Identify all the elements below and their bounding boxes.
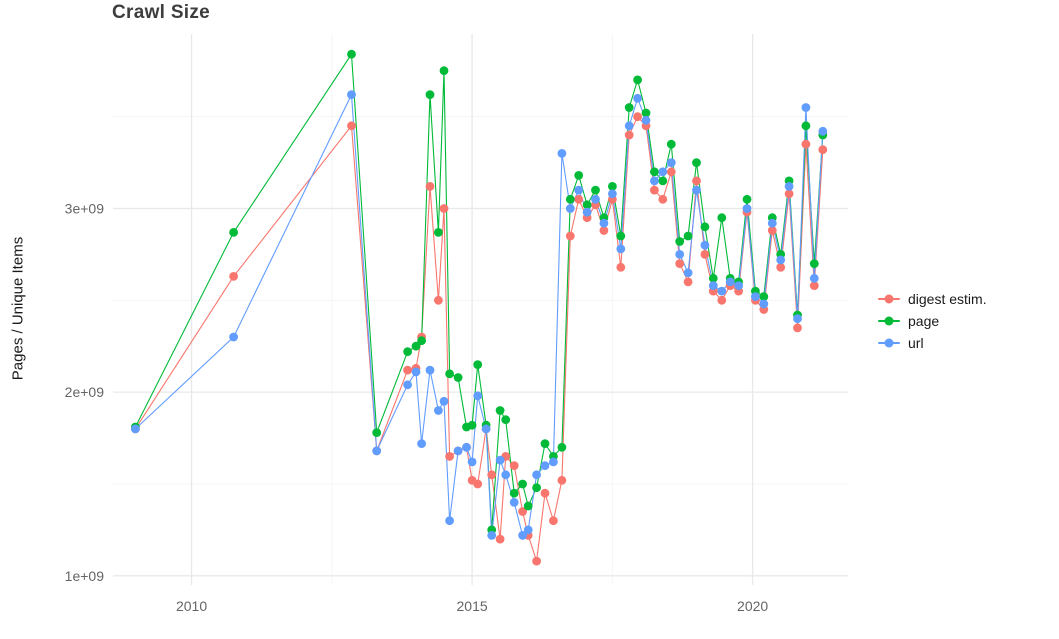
legend: digest estim. page url xyxy=(878,288,987,354)
legend-item-digest-estim: digest estim. xyxy=(878,288,987,310)
y-axis-label: Pages / Unique Items xyxy=(9,236,27,381)
legend-key-page-icon xyxy=(878,314,900,328)
svg-text:2020: 2020 xyxy=(737,598,768,614)
svg-text:2015: 2015 xyxy=(457,598,488,614)
legend-label-url: url xyxy=(908,335,924,351)
legend-key-url-icon xyxy=(878,336,900,350)
chart-title: Crawl Size xyxy=(112,2,211,23)
svg-text:2010: 2010 xyxy=(176,598,207,614)
legend-label-digest-estim: digest estim. xyxy=(908,291,987,307)
legend-key-digest-icon xyxy=(878,292,900,306)
legend-item-page: page xyxy=(878,310,987,332)
svg-text:2e+09: 2e+09 xyxy=(65,384,105,400)
plot-area: 1e+09 2e+09 3e+09 2010 2015 2020 xyxy=(65,34,848,614)
legend-label-page: page xyxy=(908,313,940,329)
svg-text:3e+09: 3e+09 xyxy=(65,200,105,216)
svg-text:1e+09: 1e+09 xyxy=(65,568,105,584)
legend-item-url: url xyxy=(878,332,987,354)
